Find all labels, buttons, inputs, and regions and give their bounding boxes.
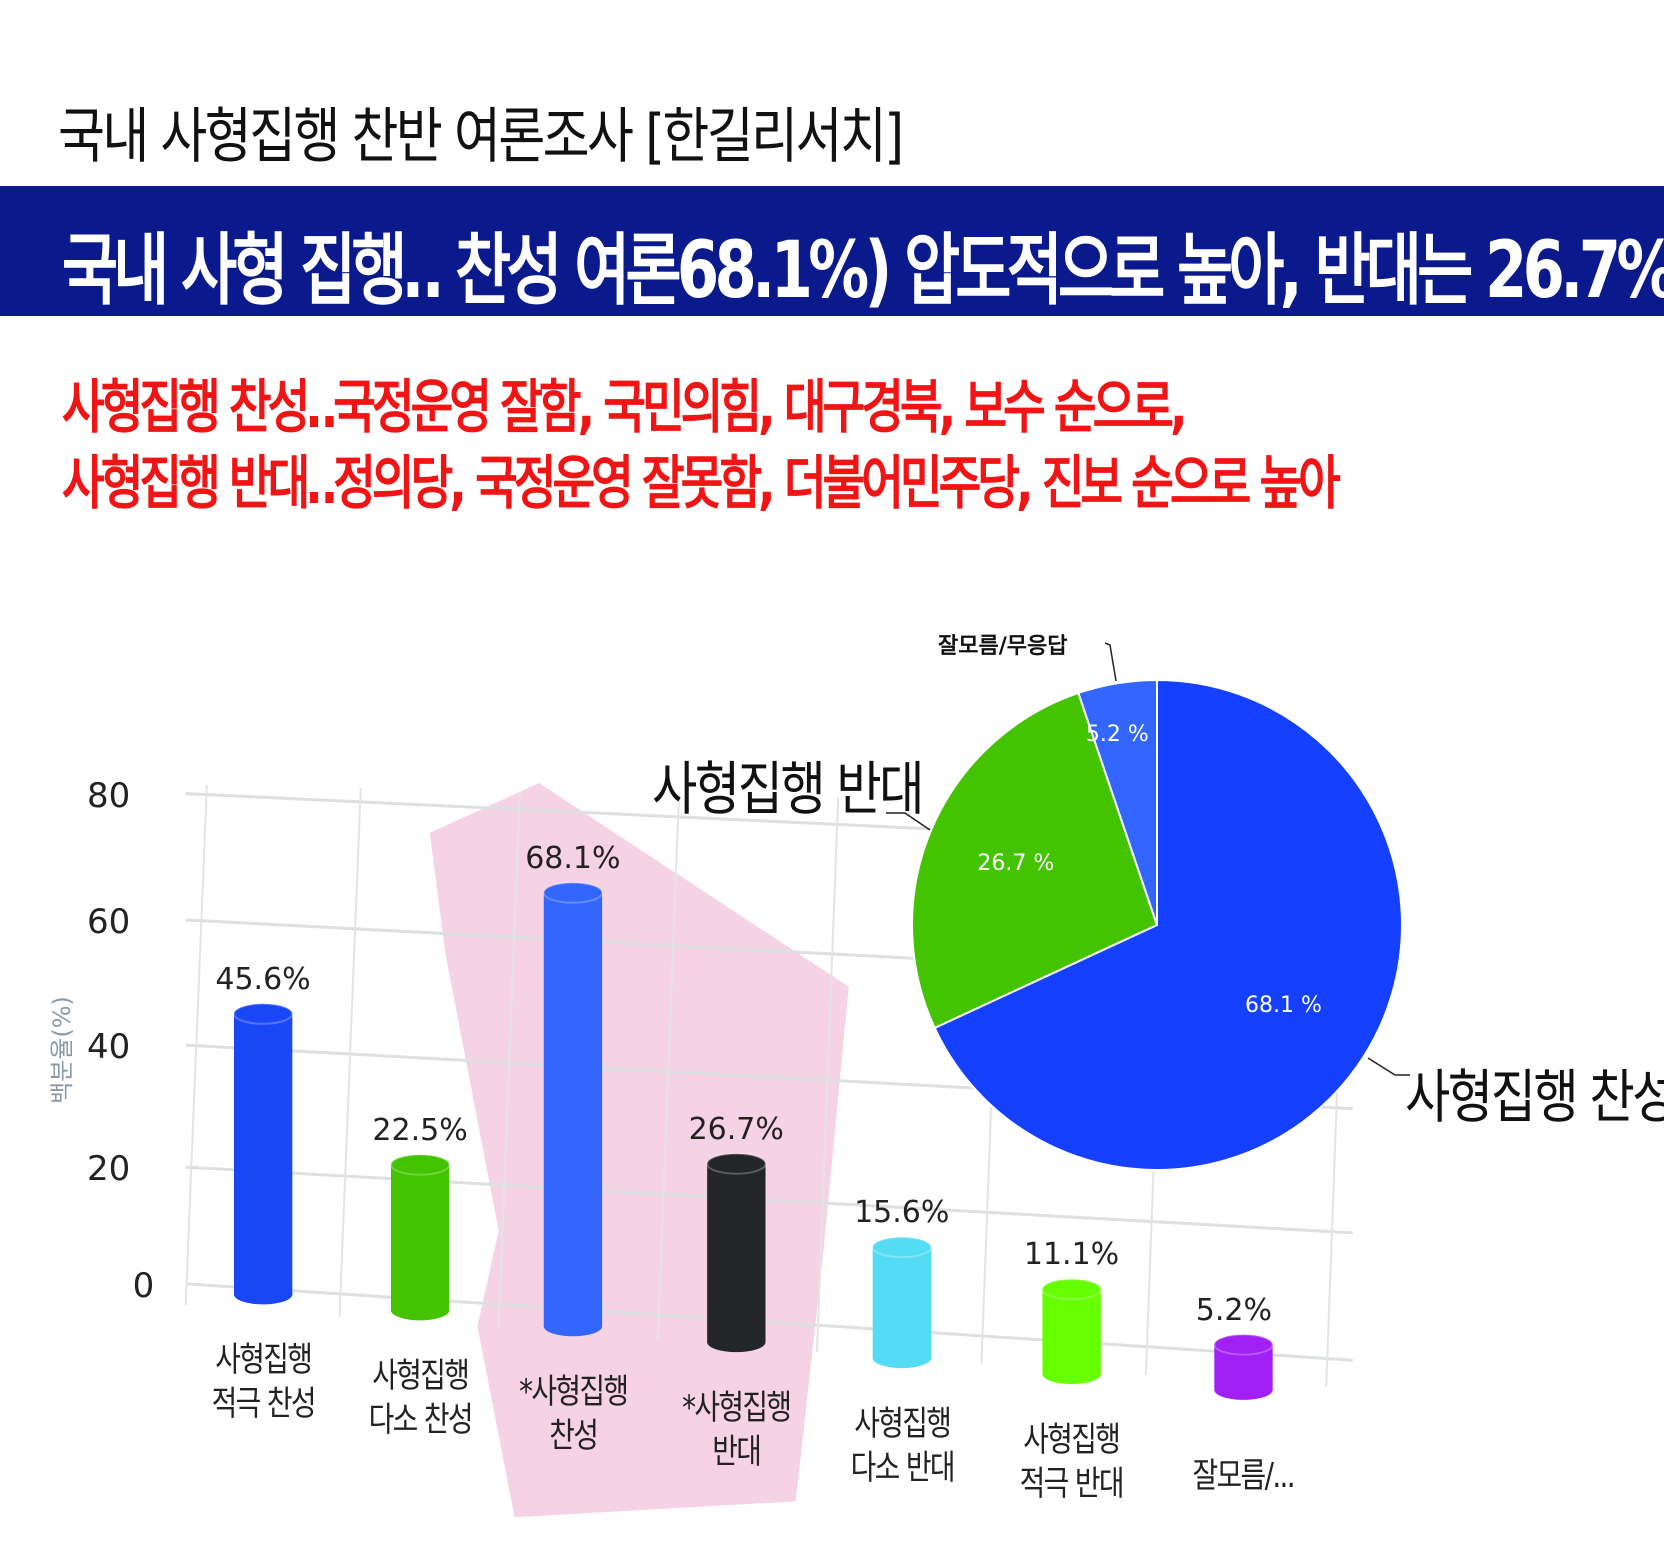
gridline-vertical xyxy=(656,794,681,1341)
pie-callout-oppose: 사형집행 반대 xyxy=(652,755,925,823)
x-tick-label: 사형집행 xyxy=(372,1356,470,1397)
x-tick-label: 다소 반대 xyxy=(850,1448,955,1489)
x-tick-label: 반대 xyxy=(712,1432,762,1473)
gridline xyxy=(185,1282,1353,1362)
y-tick-label: 20 xyxy=(87,1149,131,1190)
bar-data-label: 26.7% xyxy=(688,1111,784,1147)
gridline-vertical xyxy=(815,797,840,1352)
pie-slice xyxy=(911,691,1159,1030)
pie-slice-label: 68.1 % xyxy=(1244,992,1322,1018)
gridline-vertical xyxy=(338,788,362,1317)
bar-top xyxy=(871,1236,933,1259)
bar-base xyxy=(707,1332,766,1353)
subheadline-oppose: 사형집행 반대‥정의당, 국정운영 잘못함, 더불어민주당, 진보 순으로 높아 xyxy=(62,449,1341,517)
bar-data-label: 11.1% xyxy=(1023,1237,1120,1273)
leader-line xyxy=(1104,642,1117,682)
x-tick-label: 다소 찬성 xyxy=(368,1400,474,1441)
page-title: 국내 사형집행 찬반 여론조사 [한길리서치] xyxy=(58,102,904,172)
bar-data-label: 68.1% xyxy=(525,840,621,876)
headline: 국내 사형 집행‥ 찬성 여론68.1%) 압도적으로 높아, 반대는 26.7… xyxy=(62,226,1664,316)
x-tick-label: *사형집행 xyxy=(682,1388,792,1429)
y-axis-title: 백분율(%) xyxy=(48,996,76,1104)
y-tick-label: 40 xyxy=(87,1027,131,1068)
leader-line xyxy=(1367,1057,1410,1076)
x-tick-label: 사형집행 xyxy=(215,1340,313,1381)
bar xyxy=(1042,1289,1101,1374)
x-tick-label: 찬성 xyxy=(548,1416,599,1457)
y-tick-label: 60 xyxy=(87,901,131,942)
subheadline-support: 사형집행 찬성‥국정운영 잘함, 국민의힘, 대구경북, 보수 순으로, xyxy=(62,373,1188,441)
x-tick-label: 적극 반대 xyxy=(1019,1463,1125,1504)
bar-top xyxy=(1041,1278,1102,1301)
gridline-vertical xyxy=(497,791,521,1329)
leader-line xyxy=(886,812,931,831)
bar-base xyxy=(1042,1363,1101,1384)
pie-slice xyxy=(933,678,1403,1171)
pie-callout-support: 사형집행 찬성 xyxy=(1405,1063,1664,1131)
bar xyxy=(233,1013,293,1295)
x-tick-label: 사형집행 xyxy=(1023,1419,1122,1460)
bar-base xyxy=(233,1284,293,1305)
x-tick-label: 적극 찬성 xyxy=(211,1384,316,1425)
bar-top xyxy=(706,1152,767,1175)
bar-base xyxy=(543,1316,603,1337)
bar-base xyxy=(1214,1379,1273,1400)
bar-data-label: 45.6% xyxy=(215,961,311,997)
x-tick-label: 잘모름/... xyxy=(1192,1455,1296,1496)
bar xyxy=(707,1163,766,1343)
bar-data-label: 15.6% xyxy=(854,1195,950,1231)
gridline xyxy=(185,1165,1353,1235)
bar-top xyxy=(542,881,604,904)
x-tick-label: 사형집행 xyxy=(853,1404,952,1445)
bar-base xyxy=(872,1348,932,1369)
pie-callout-unknown: 잘모름/무응답 xyxy=(938,634,1068,659)
x-tick-label: *사형집행 xyxy=(518,1372,629,1413)
bar xyxy=(390,1164,450,1311)
gridline-vertical xyxy=(184,785,208,1306)
bar xyxy=(872,1247,932,1359)
pie-slice-label: 5.2 % xyxy=(1085,722,1149,748)
bar-data-label: 22.5% xyxy=(372,1112,468,1148)
y-tick-label: 80 xyxy=(87,775,131,816)
pie-slice-label: 26.7 % xyxy=(977,851,1055,877)
bar-top xyxy=(1213,1333,1274,1356)
pie-slice xyxy=(1077,678,1158,926)
bar xyxy=(543,892,603,1327)
bar-top xyxy=(232,1002,294,1025)
bar-top xyxy=(389,1153,451,1176)
bar-base xyxy=(390,1300,450,1321)
bar-data-label: 5.2% xyxy=(1195,1292,1272,1328)
y-tick-label: 0 xyxy=(132,1265,155,1306)
headline-banner: 국내 사형 집행‥ 찬성 여론68.1%) 압도적으로 높아, 반대는 26.7… xyxy=(0,186,1664,316)
